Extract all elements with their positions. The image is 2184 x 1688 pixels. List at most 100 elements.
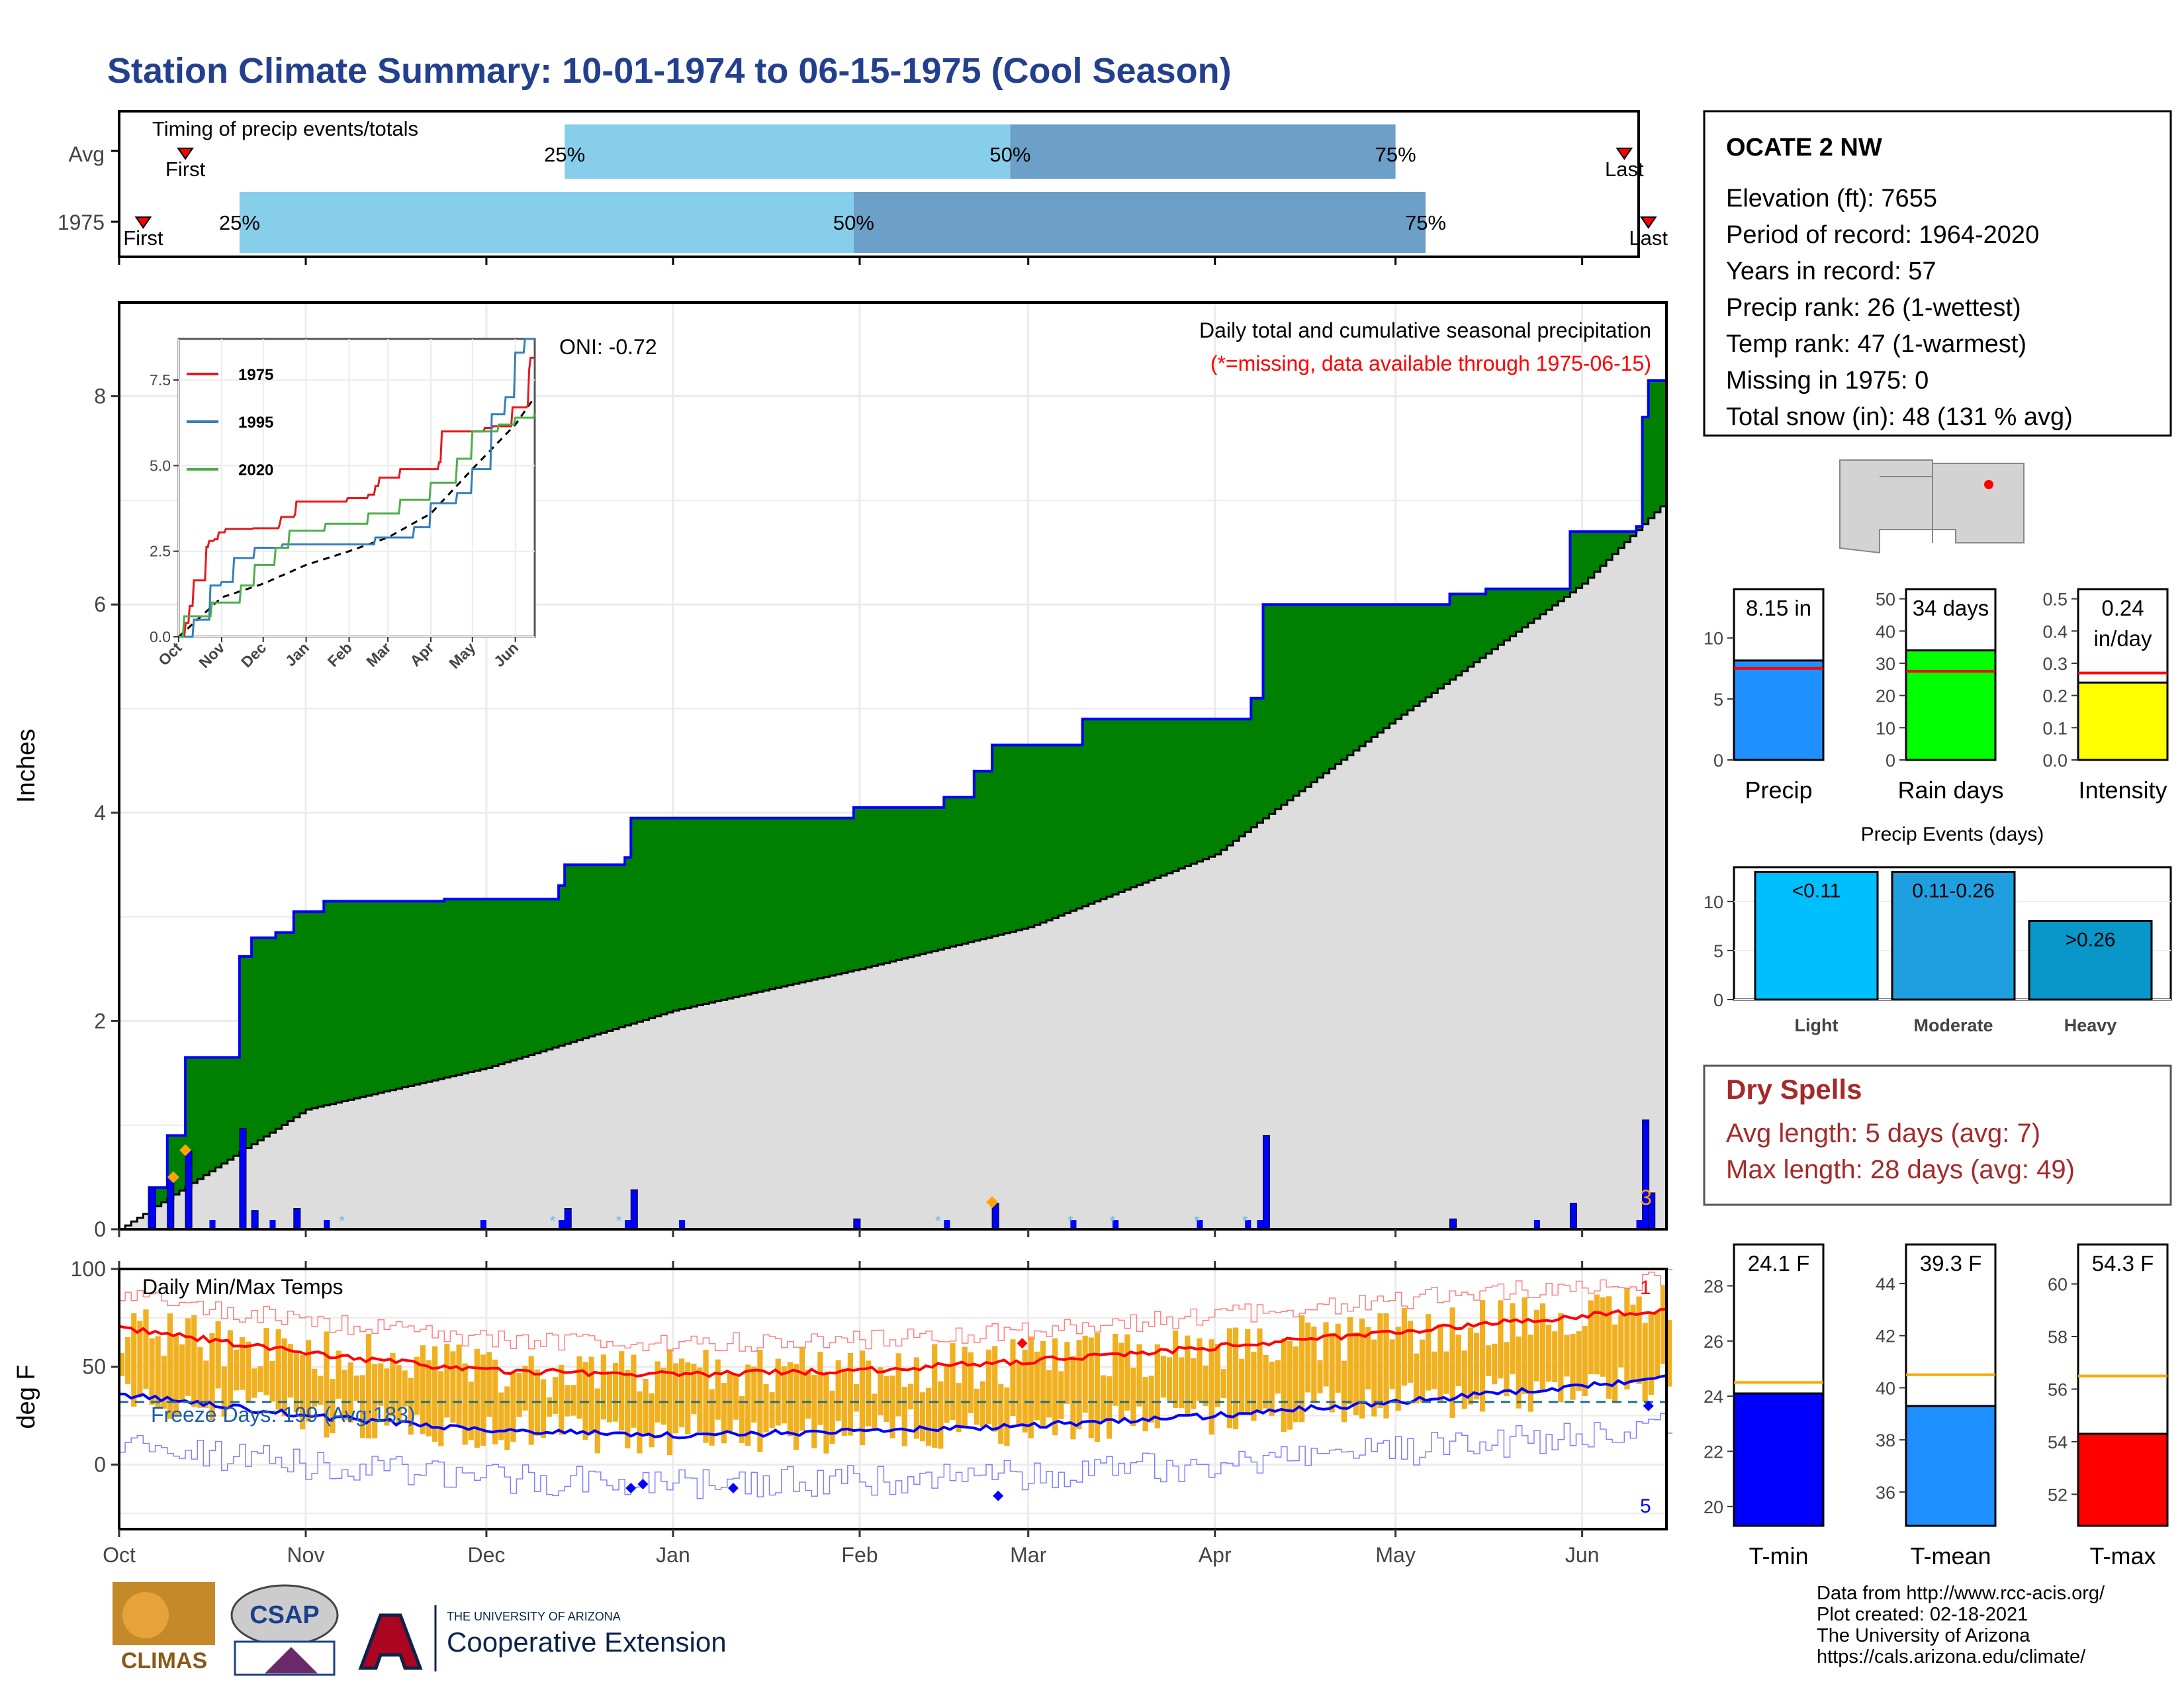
daily-temp-bar — [1160, 1356, 1167, 1398]
daily-temp-bar — [1208, 1339, 1214, 1435]
daily-temp-bar — [1173, 1330, 1179, 1408]
daily-temp-bar — [559, 1364, 565, 1435]
daily-temp-bar — [817, 1352, 823, 1425]
timing-label-25: 25% — [544, 143, 585, 166]
record-low-marker — [637, 1479, 649, 1490]
daily-precip-bar — [167, 1176, 175, 1230]
precip-event-category: Light — [1795, 1015, 1839, 1035]
mini-bar-name: T-max — [2089, 1542, 2156, 1570]
daily-temp-bar — [480, 1354, 486, 1446]
ua-cooperative-extension: Cooperative Extension — [447, 1626, 727, 1658]
station-detail-line: Years in record: 57 — [1726, 258, 1936, 285]
daily-temp-bar — [1166, 1357, 1173, 1401]
mini-bar-value-label: 54.3 F — [2092, 1251, 2154, 1276]
station-info-frame — [1703, 110, 2172, 437]
daily-temp-bar — [866, 1360, 872, 1427]
daily-temp-bar — [1130, 1368, 1136, 1427]
daily-temp-bar — [1654, 1311, 1660, 1378]
trace-marker: * — [550, 1213, 556, 1229]
mini-bar-y-tick-label: 28 — [1704, 1277, 1723, 1297]
daily-temp-bar — [1257, 1328, 1263, 1411]
daily-precip-bar — [630, 1189, 638, 1230]
mini-bar-y-tick-label: 36 — [1876, 1483, 1895, 1503]
daily-temp-bar — [799, 1346, 805, 1431]
daily-temp-bar — [944, 1365, 950, 1423]
daily-temp-bar — [986, 1349, 992, 1425]
daily-temp-bar — [1401, 1307, 1407, 1386]
first-event-label: First — [123, 226, 163, 250]
daily-temp-bar — [312, 1368, 318, 1407]
daily-temp-bar — [221, 1366, 227, 1417]
daily-temp-bar — [227, 1330, 233, 1407]
daily-temp-bar — [1142, 1377, 1148, 1432]
daily-temp-bar — [962, 1346, 968, 1427]
precip-event-category: Moderate — [1913, 1015, 1993, 1035]
trace-marker: * — [616, 1213, 622, 1229]
mini-bar-name: Rain days — [1897, 776, 2003, 804]
mini-bar-y-tick-label: 20 — [1704, 1497, 1723, 1517]
daily-temp-bar — [1473, 1333, 1480, 1400]
daily-precip-bar — [1262, 1135, 1270, 1230]
daily-temp-bar — [709, 1389, 715, 1446]
daily-temp-bar — [1533, 1309, 1540, 1382]
daily-temp-bar — [173, 1334, 179, 1415]
precip-events-chart: Precip Events (days) 0 5 10 <0.11 Light 0.11-… — [1704, 823, 2172, 1035]
timing-bar-25-50 — [565, 124, 1011, 179]
daily-temp-bar — [540, 1379, 546, 1438]
daily-temp-bar — [1214, 1344, 1220, 1407]
timing-row-1975-label: 1975 — [58, 211, 105, 234]
daily-temp-bar — [811, 1375, 817, 1448]
daily-temp-bar — [1058, 1371, 1064, 1419]
mini-bar-y-tick-label: 0.5 — [2042, 590, 2068, 610]
daily-temp-bar — [1064, 1342, 1070, 1404]
daily-temp-bar — [1281, 1338, 1287, 1432]
page-title: Station Climate Summary: 10-01-1974 to 0… — [107, 51, 1232, 91]
climas-wordmark: CLIMAS — [121, 1648, 207, 1673]
daily-temp-bar — [1118, 1342, 1124, 1421]
record-high-line — [119, 1269, 1673, 1352]
timing-label-75: 75% — [1375, 143, 1416, 166]
daily-temp-bar — [324, 1331, 330, 1438]
daily-temp-bar — [625, 1370, 631, 1448]
daily-temp-bar — [251, 1368, 257, 1398]
daily-temp-bar — [926, 1387, 932, 1446]
daily-precip-bar — [1070, 1220, 1077, 1229]
daily-temp-bar — [619, 1351, 625, 1431]
daily-temp-bar — [992, 1346, 998, 1432]
precip-ylabel: Inches — [13, 729, 40, 803]
daily-precip-bar — [480, 1220, 486, 1229]
precip-event-bar — [2028, 919, 2153, 1001]
daily-precip-bar — [944, 1220, 950, 1229]
precip-event-bar-label: >0.26 — [2066, 929, 2116, 951]
mini-bar-name: T-mean — [1910, 1542, 1991, 1570]
daily-temp-bar — [672, 1363, 679, 1434]
daily-temp-bar — [1263, 1354, 1269, 1409]
daily-precip-bar — [324, 1220, 330, 1229]
precip-corner-label: 3 — [1640, 1186, 1652, 1209]
daily-temp-bar — [979, 1381, 986, 1428]
daily-temp-bar — [1498, 1300, 1504, 1379]
daily-temp-bar — [281, 1338, 287, 1417]
daily-temp-bar — [781, 1366, 787, 1424]
daily-temp-bar — [588, 1356, 594, 1434]
daily-temp-bar — [330, 1379, 336, 1434]
precip-areas — [119, 379, 1668, 1231]
daily-temp-bar — [1076, 1340, 1082, 1430]
inset-y-tick-label: 5.0 — [150, 457, 171, 474]
mini-bar-y-tick-label: 20 — [1876, 686, 1895, 706]
daily-temp-bar — [775, 1358, 781, 1426]
daily-temp-bar — [859, 1350, 866, 1445]
timing-panel: Timing of precip events/totals Avg 1975 … — [58, 110, 1668, 265]
daily-temp-bar — [847, 1352, 853, 1436]
mini-bar-y-tick-label: 38 — [1876, 1430, 1895, 1450]
daily-temp-bar — [275, 1329, 281, 1410]
daily-temp-bar — [715, 1359, 721, 1420]
daily-temp-bar — [137, 1321, 143, 1398]
daily-temp-bar — [739, 1395, 745, 1443]
locator-map — [1839, 459, 2025, 554]
daily-temp-bar — [1220, 1369, 1226, 1399]
precip-plot-border — [118, 301, 1668, 1231]
mini-bar-y-tick-label: 0 — [1713, 751, 1723, 771]
summary-bar-charts: 0 5 10 8.15 in Precip 0 10 20 30 40 50 34 days Rain … — [1704, 588, 2169, 804]
